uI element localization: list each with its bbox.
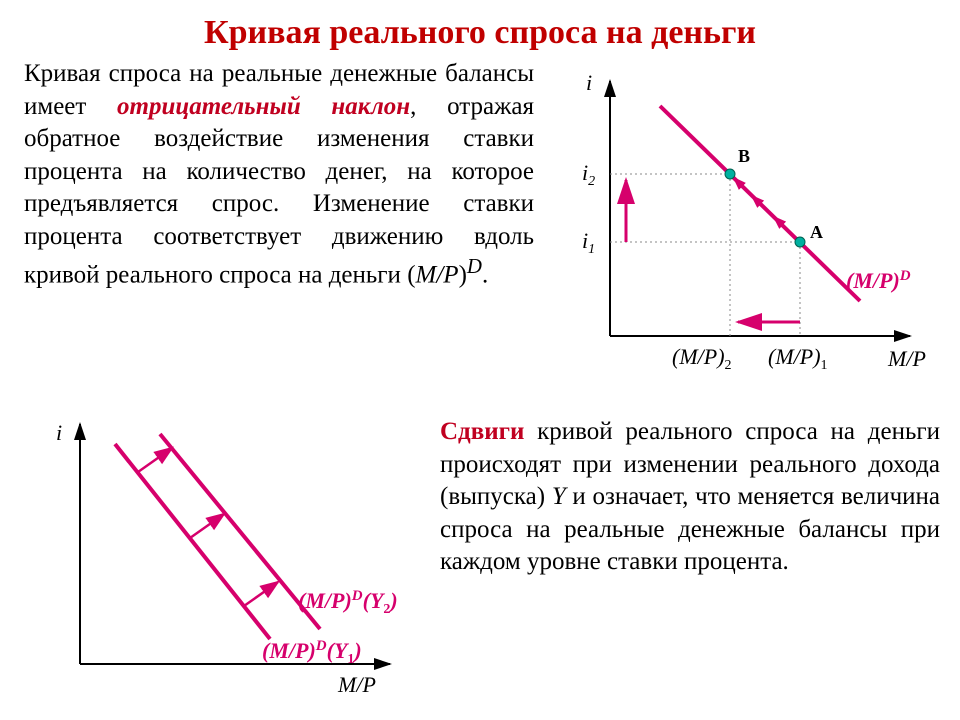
page-title: Кривая реального спроса на деньги: [0, 0, 960, 58]
c1-xlabel: M/P: [887, 346, 926, 371]
c1-curve-sup: D: [899, 268, 911, 284]
c2-c1-sup: D: [315, 638, 327, 654]
p2-y: Y: [552, 483, 566, 510]
paragraph-2: Сдвиги кривой реального спроса на деньги…: [440, 416, 940, 579]
svg-text:M/P: M/P: [887, 346, 926, 371]
c2-c1-ysub: 1: [347, 652, 354, 667]
svg-text:i1: i1: [582, 228, 595, 257]
c1-ptB: B: [738, 146, 750, 166]
chart-shift-curve: i M/P (M/P)D(Y1) (M/P)D(Y2): [20, 404, 420, 704]
c1-mp1a: M/P: [774, 344, 813, 369]
content-area: Кривая спроса на реальные денежные балан…: [0, 58, 960, 708]
p1-text4: .: [482, 261, 488, 288]
svg-text:i2: i2: [582, 160, 595, 189]
c2-c2-sup: D: [351, 588, 363, 604]
c1-ylabel: i: [586, 70, 592, 95]
c1-ptA: A: [810, 222, 823, 242]
chart-movement-along-curve: i M/P i2 i1 A B (M/P)2 (M/P)1 (M/P)D: [560, 66, 940, 386]
svg-text:(M/P)1: (M/P)1: [768, 344, 828, 373]
p1-sup: D: [467, 254, 482, 278]
c1-mp1-sub: 1: [821, 358, 828, 373]
c1-i1-sub: 1: [588, 242, 595, 257]
svg-text:(M/P)D(Y2): (M/P)D(Y2): [298, 588, 398, 617]
c2-ylabel: i: [56, 420, 62, 445]
c1-mp2-sub: 2: [725, 358, 732, 373]
p1-mp: M/P: [416, 261, 459, 288]
c1-i2-sub: 2: [588, 174, 595, 189]
svg-text:(M/P)2: (M/P)2: [672, 344, 732, 373]
c1-curve: M/P: [852, 268, 893, 293]
p2-emph: Сдвиги: [440, 418, 524, 445]
p1-emph: отрицательный наклон: [117, 93, 410, 120]
p1-text2: , отражая обратное воздействие изменения…: [24, 93, 534, 289]
svg-text:(M/P)D: (M/P)D: [846, 268, 911, 293]
paragraph-1: Кривая спроса на реальные денежные балан…: [24, 58, 534, 292]
c2-xlabel: M/P: [337, 672, 376, 697]
c2-c2-ysub: 2: [383, 602, 390, 617]
svg-text:(M/P)D(Y1): (M/P)D(Y1): [262, 638, 362, 667]
p1-text3: ): [459, 261, 467, 288]
c1-mp2a: M/P: [678, 344, 717, 369]
